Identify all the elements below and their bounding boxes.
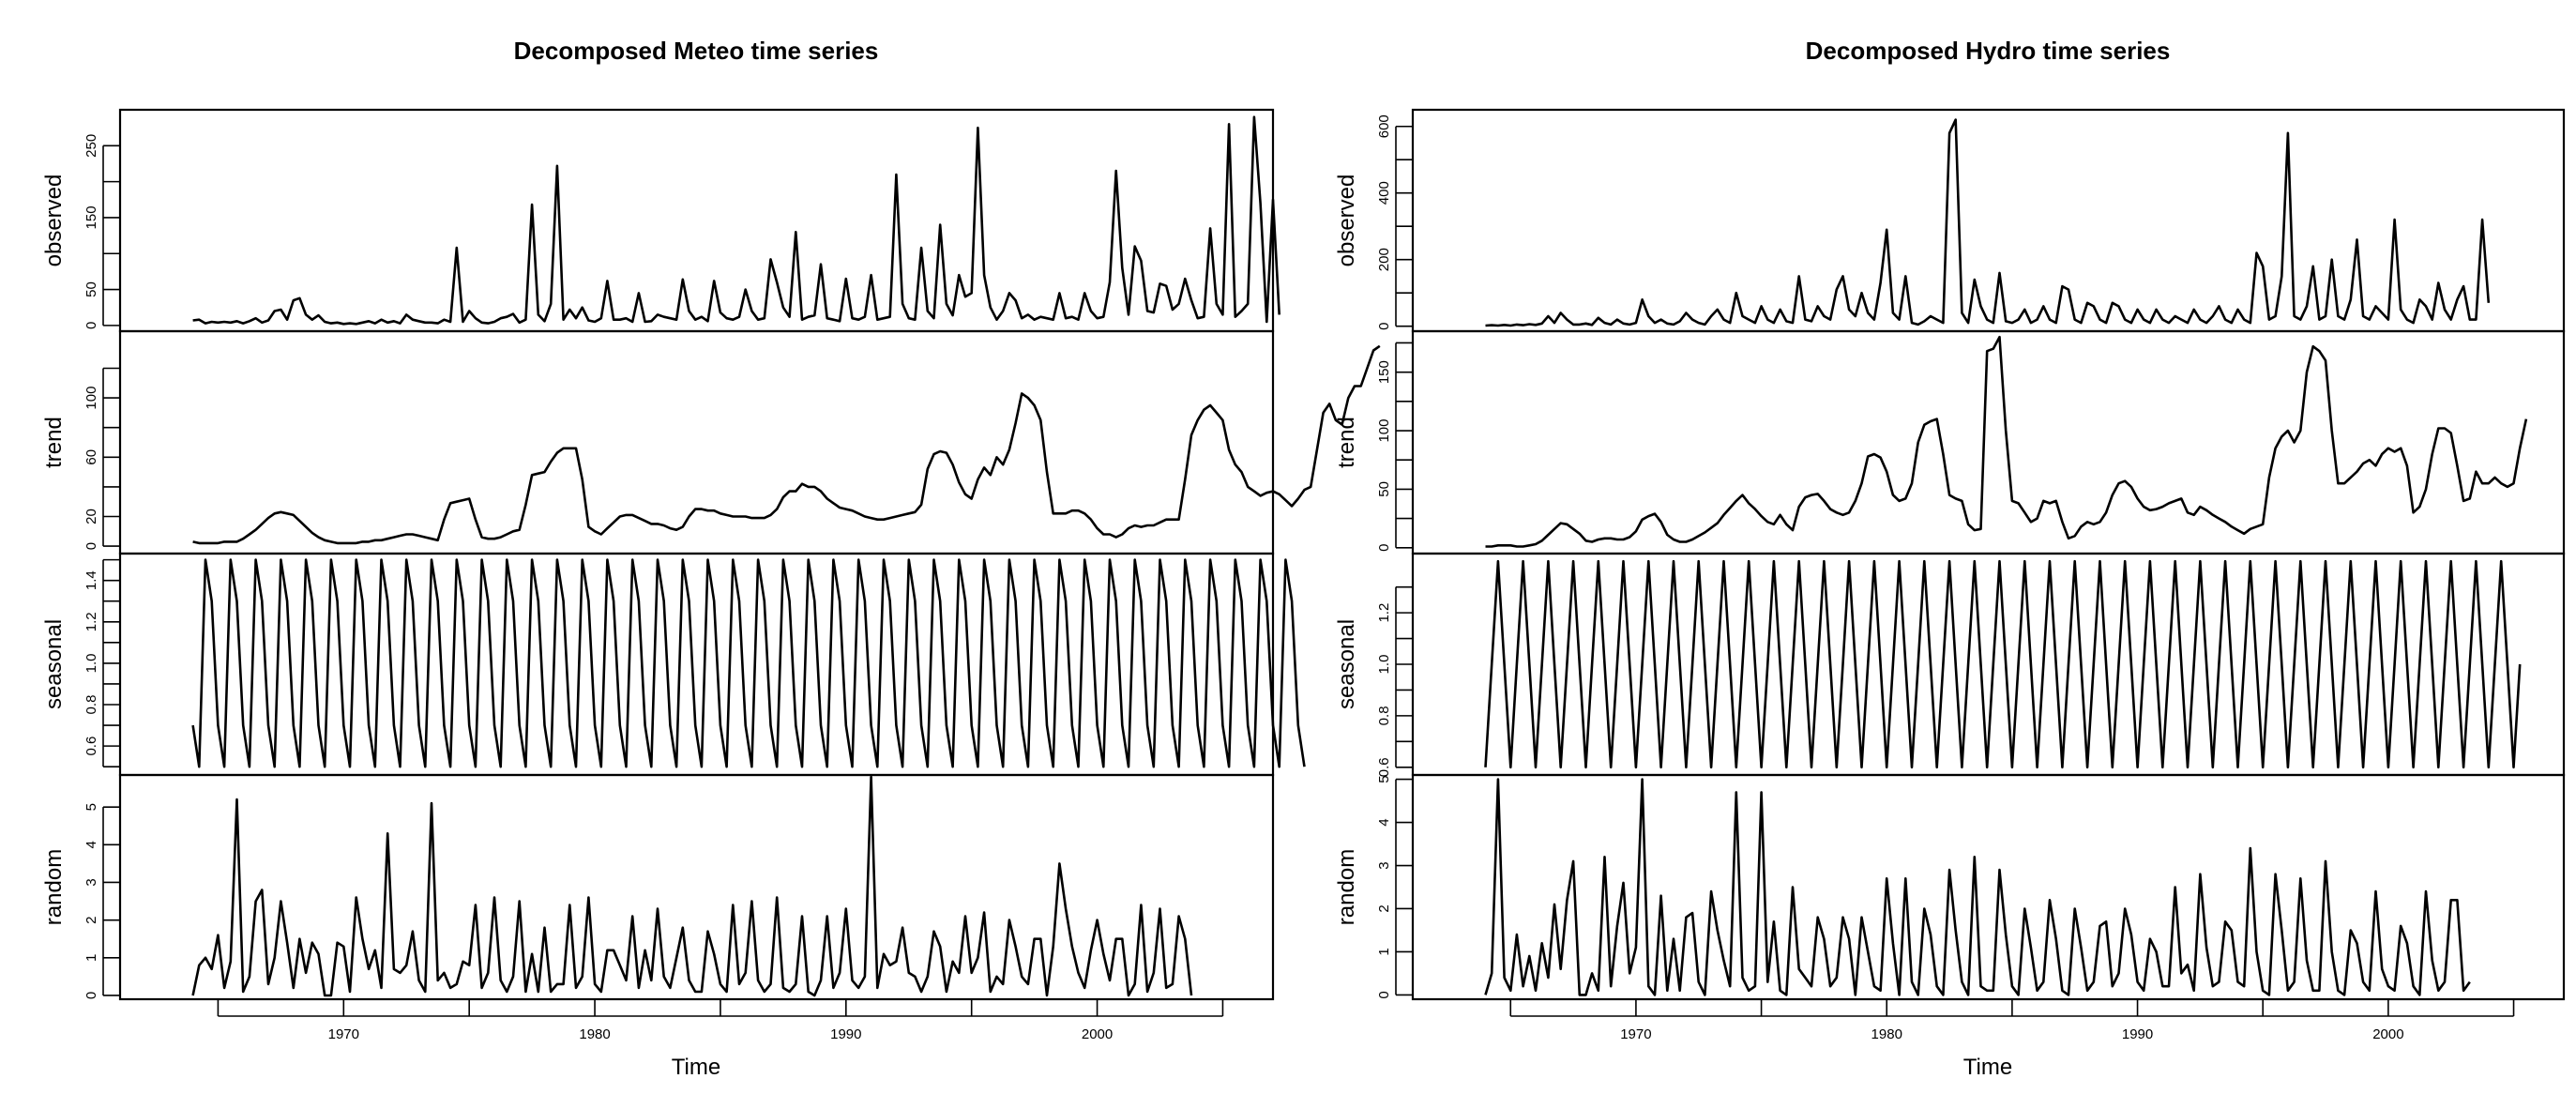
meteo-trend-series-line	[192, 344, 1381, 545]
hydro-random-y-tick-label: 1	[1376, 948, 1392, 955]
hydro-observed-y-tick-label: 600	[1376, 114, 1392, 138]
meteo-seasonal-y-tick-label: 1.0	[83, 653, 99, 673]
hydro-random-y-tick-label: 0	[1376, 991, 1392, 998]
hydro-panel-seasonal: 0.6 0.8 1.0 1.2 seasonal	[1334, 552, 2566, 777]
meteo-random-frame	[118, 773, 1275, 1001]
meteo-seasonal-label: seasonal	[41, 619, 67, 709]
meteo-random-label: random	[41, 849, 67, 925]
meteo-random-y-tick-label: 2	[83, 916, 99, 923]
hydro-x-axis-label: Time	[1963, 1055, 2012, 1080]
meteo-x-tick-label: 1990	[830, 1026, 861, 1042]
hydro-observed-y-tick-label: 200	[1376, 248, 1392, 271]
hydro-trend-frame	[1411, 329, 2566, 555]
hydro-chart: 0200400600observed050100150trend0.60.81.…	[1334, 108, 2566, 1042]
hydro-seasonal-y-tick-label: 1.2	[1376, 603, 1392, 623]
hydro-observed-y-tick-label: 400	[1376, 181, 1392, 205]
meteo-observed-frame	[118, 108, 1275, 333]
hydro-x-tick-label: 1990	[2122, 1026, 2153, 1042]
hydro-seasonal-y-tick-label: 0.6	[1376, 757, 1392, 777]
meteo-x-tick-label: 1970	[328, 1026, 359, 1042]
meteo-random-y-tick-label: 4	[83, 841, 99, 848]
hydro-random-y-tick-label: 4	[1376, 818, 1392, 826]
hydro-trend-label: trend	[1334, 417, 1359, 468]
meteo-trend-y-tick-label: 100	[83, 387, 99, 410]
meteo-x-axis-label: Time	[672, 1055, 720, 1080]
meteo-panel-trend: 0 20 60 100 trend	[41, 329, 1381, 555]
hydro-observed-label: observed	[1334, 175, 1359, 267]
hydro-trend-y-tick-label: 100	[1376, 419, 1392, 443]
meteo-panel-seasonal: 0.6 0.8 1.0 1.2 1.4 seasonal	[41, 552, 1306, 777]
hydro-random-y-tick-label: 3	[1376, 861, 1392, 869]
hydro-x-tick-label: 1980	[1871, 1026, 1902, 1042]
hydro-trend-y-tick-label: 150	[1376, 360, 1392, 384]
hydro-trend-y-tick-label: 50	[1376, 481, 1392, 497]
hydro-x-tick-label: 2000	[2372, 1026, 2403, 1042]
meteo-x-tick-label: 1980	[579, 1026, 610, 1042]
hydro-seasonal-series-line	[1484, 559, 2522, 769]
meteo-observed-series-line	[192, 115, 1280, 326]
hydro-panel-random: 0 1 2 3 4 5 random	[1334, 773, 2566, 1001]
meteo-chart: 050150250observed02060100trend0.60.81.01…	[41, 108, 1381, 1042]
hydro-observed-series-line	[1485, 118, 2491, 327]
meteo-trend-y-tick-label: 20	[83, 509, 99, 524]
meteo-trend-label: trend	[41, 417, 67, 468]
meteo-random-y-tick-label: 0	[83, 992, 99, 999]
hydro-chart-title: Decomposed Hydro time series	[1806, 37, 2171, 65]
hydro-seasonal-y-tick-label: 1.0	[1376, 655, 1392, 675]
hydro-random-y-tick-label: 5	[1376, 775, 1392, 782]
meteo-observed-label: observed	[41, 175, 67, 267]
meteo-panel-observed: 0 50 150 250 observed	[41, 108, 1280, 333]
hydro-panel-observed: 0 200 400 600 observed	[1334, 108, 2566, 333]
meteo-panel-random: 0 1 2 3 4 5 random	[41, 773, 1275, 1001]
meteo-random-y-tick-label: 1	[83, 954, 99, 962]
meteo-trend-y-tick-label: 60	[83, 449, 99, 465]
meteo-seasonal-y-tick-label: 1.2	[83, 612, 99, 631]
meteo-random-series-line	[191, 775, 1193, 997]
hydro-random-label: random	[1334, 849, 1359, 925]
meteo-seasonal-y-tick-label: 0.6	[83, 737, 99, 756]
hydro-seasonal-y-tick-label: 0.8	[1376, 706, 1392, 725]
hydro-observed-y-tick-label: 0	[1376, 323, 1392, 330]
meteo-x-tick-label: 2000	[1082, 1026, 1113, 1042]
meteo-chart-title: Decomposed Meteo time series	[514, 37, 879, 65]
meteo-seasonal-y-tick-label: 1.4	[83, 570, 99, 590]
meteo-seasonal-y-tick-label: 0.8	[83, 695, 99, 715]
meteo-random-y-tick-label: 3	[83, 878, 99, 886]
meteo-observed-y-tick-label: 150	[83, 205, 99, 229]
hydro-trend-series-line	[1485, 335, 2528, 548]
hydro-trend-y-tick-label: 0	[1376, 544, 1392, 552]
meteo-seasonal-series-line	[191, 558, 1306, 768]
meteo-trend-y-tick-label: 0	[83, 542, 99, 550]
meteo-observed-y-tick-label: 50	[83, 281, 99, 297]
hydro-panel-trend: 0 50 100 150 trend	[1334, 329, 2566, 555]
hydro-random-series-line	[1484, 778, 2471, 996]
meteo-trend-frame	[118, 329, 1275, 555]
meteo-random-y-tick-label: 5	[83, 803, 99, 811]
hydro-x-tick-label: 1970	[1620, 1026, 1651, 1042]
hydro-seasonal-label: seasonal	[1334, 619, 1359, 709]
hydro-random-y-tick-label: 2	[1376, 904, 1392, 912]
hydro-observed-frame	[1411, 108, 2566, 333]
meteo-observed-y-tick-label: 250	[83, 134, 99, 158]
meteo-observed-y-tick-label: 0	[83, 322, 99, 329]
hydro-random-frame	[1411, 773, 2566, 1001]
